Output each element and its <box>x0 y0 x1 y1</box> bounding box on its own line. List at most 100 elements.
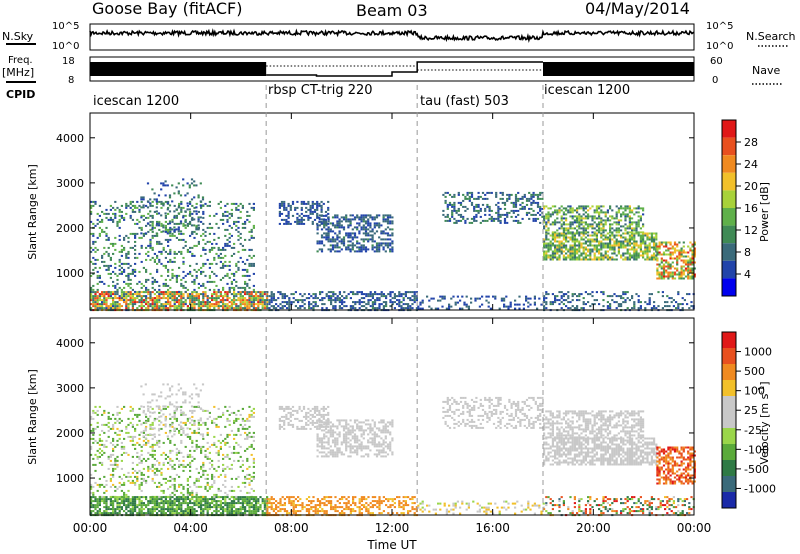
range-gate-cell <box>226 202 229 205</box>
range-gate-cell <box>551 232 554 235</box>
range-gate-cell <box>680 247 683 250</box>
range-gate-cell <box>244 262 247 265</box>
range-gate-cell <box>107 455 110 458</box>
range-gate-cell <box>140 508 143 511</box>
range-gate-cell <box>362 214 365 217</box>
range-gate-cell <box>384 214 387 217</box>
range-gate-cell <box>211 248 214 251</box>
range-gate-cell <box>246 270 249 273</box>
range-gate-cell <box>167 301 170 304</box>
range-gate-cell <box>105 216 108 219</box>
range-gate-cell <box>567 240 570 243</box>
range-gate-cell <box>635 211 638 214</box>
range-gate-cell <box>631 227 634 230</box>
range-gate-cell <box>266 295 269 298</box>
range-gate-cell <box>349 297 352 300</box>
range-gate-cell <box>145 291 148 294</box>
range-gate-cell <box>142 206 145 209</box>
range-gate-cell <box>562 303 565 306</box>
range-gate-cell <box>589 250 592 253</box>
range-gate-cell <box>105 445 108 448</box>
range-gate-cell <box>156 297 159 300</box>
range-gate-cell <box>109 427 112 430</box>
range-gate-cell <box>622 232 625 235</box>
range-gate-cell <box>514 193 518 196</box>
range-gate-cell <box>530 197 533 200</box>
range-gate-cell <box>120 262 123 265</box>
range-gate-cell <box>320 206 323 209</box>
range-gate-cell <box>228 268 231 271</box>
range-gate-cell <box>103 260 106 263</box>
range-gate-cell <box>266 307 269 310</box>
range-gate-cell <box>131 200 134 203</box>
range-gate-cell <box>567 205 570 208</box>
range-gate-cell <box>167 303 170 306</box>
range-gate-cell <box>562 258 565 261</box>
range-gate-cell <box>648 242 651 245</box>
range-gate-cell <box>164 200 167 203</box>
range-gate-cell <box>646 254 649 257</box>
range-gate-cell <box>358 230 361 233</box>
range-gate-cell <box>413 291 416 294</box>
range-gate-cell <box>197 299 200 302</box>
range-gate-cell <box>244 286 247 289</box>
range-gate-cell <box>611 248 614 251</box>
range-gate-cell <box>369 226 372 229</box>
range-gate-cell <box>186 293 189 296</box>
range-gate-cell <box>604 213 607 216</box>
range-gate-cell <box>226 291 229 294</box>
range-gate-cell <box>131 299 134 302</box>
range-gate-cell <box>241 498 244 501</box>
range-gate-cell <box>582 248 585 251</box>
range-gate-cell <box>244 498 247 501</box>
range-gate-cell <box>600 232 603 235</box>
range-gate-cell <box>609 258 612 261</box>
range-gate-cell <box>179 222 183 225</box>
range-gate-cell <box>582 209 585 212</box>
range-gate-cell <box>92 303 95 306</box>
range-gate-cell <box>164 228 167 231</box>
range-gate-cell <box>362 216 365 219</box>
range-gate-cell <box>578 254 581 257</box>
range-gate-cell <box>582 217 585 220</box>
range-gate-cell <box>673 251 677 254</box>
range-gate-cell <box>551 238 554 241</box>
range-gate-cell <box>369 216 372 219</box>
range-gate-cell <box>633 305 636 308</box>
range-gate-cell <box>191 297 194 300</box>
range-gate-cell <box>206 297 209 300</box>
colorbar-tick-label: 4 <box>744 268 751 281</box>
range-gate-cell <box>576 232 579 235</box>
range-gate-cell <box>380 293 383 296</box>
range-gate-cell <box>576 215 579 218</box>
range-gate-cell <box>197 303 200 306</box>
range-gate-cell <box>136 506 139 509</box>
range-gate-cell <box>556 299 559 302</box>
range-gate-cell <box>409 291 412 294</box>
range-gate-cell <box>362 244 365 247</box>
range-gate-cell <box>134 508 137 511</box>
range-gate-cell <box>166 208 169 211</box>
range-gate-cell <box>604 234 607 237</box>
range-gate-cell <box>560 244 563 247</box>
range-gate-cell <box>224 242 227 245</box>
range-gate-cell <box>662 251 666 254</box>
range-gate-cell <box>114 498 117 501</box>
range-gate-cell <box>525 199 529 202</box>
range-gate-cell <box>173 291 176 294</box>
range-gate-cell <box>98 498 101 501</box>
range-gate-cell <box>112 512 115 515</box>
range-gate-cell <box>120 293 123 296</box>
range-gate-cell <box>687 275 690 278</box>
range-gate-cell <box>591 303 594 306</box>
range-gate-cell <box>211 305 214 308</box>
range-gate-cell <box>655 236 658 239</box>
range-gate-cell <box>644 242 647 245</box>
y-tick-label: 2000 <box>56 222 84 235</box>
range-gate-cell <box>519 207 522 210</box>
range-gate-cell <box>606 232 609 235</box>
range-gate-cell <box>171 274 174 277</box>
range-gate-cell <box>680 277 683 280</box>
range-gate-cell <box>244 506 247 509</box>
range-gate-cell <box>195 228 198 231</box>
